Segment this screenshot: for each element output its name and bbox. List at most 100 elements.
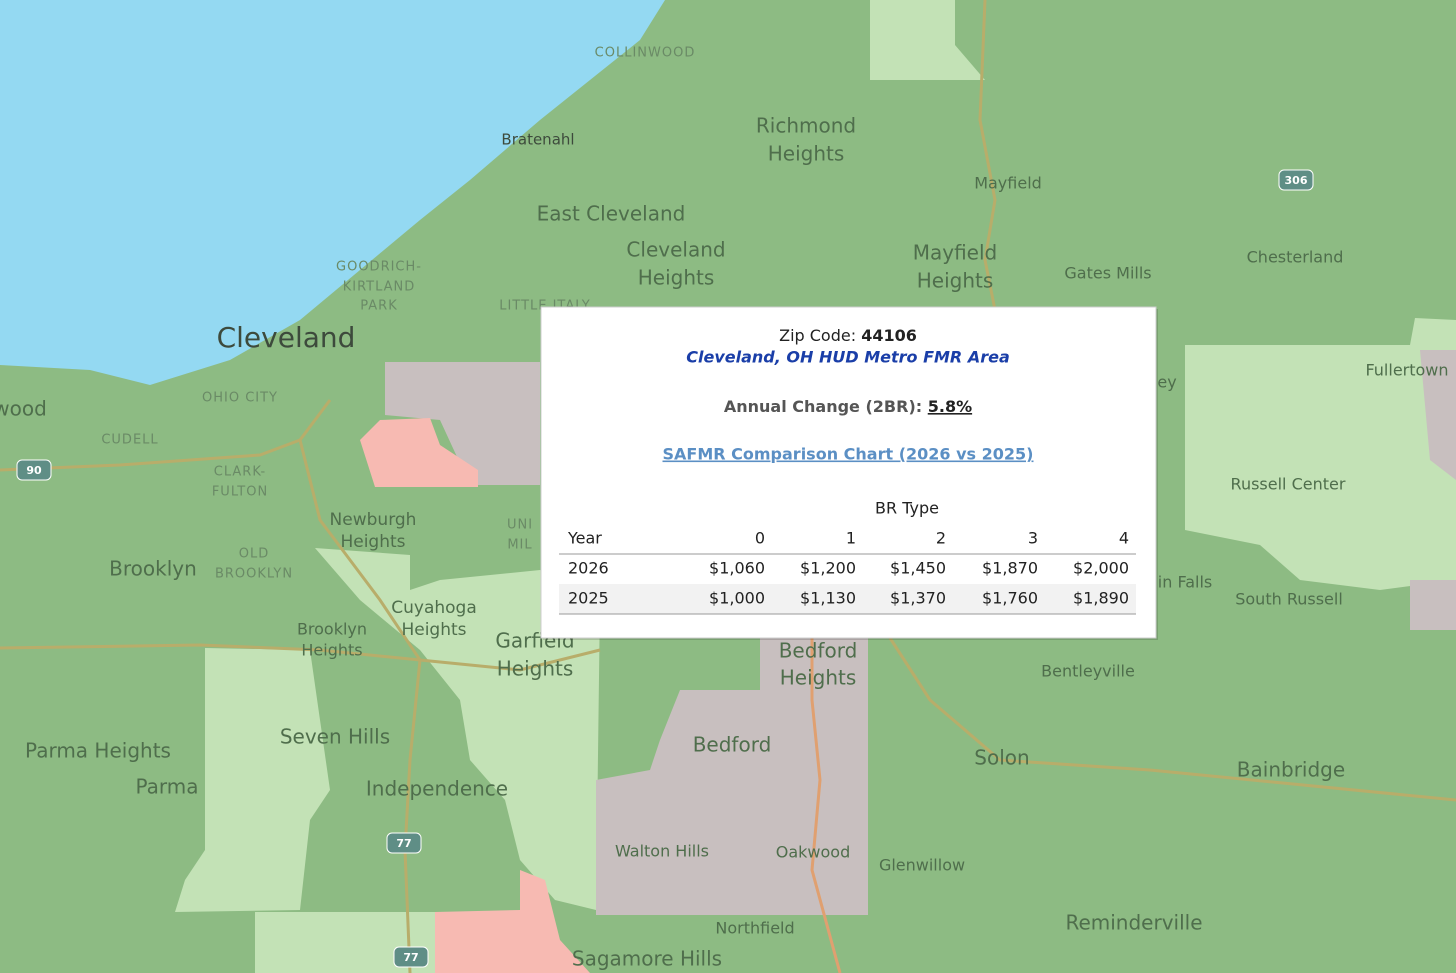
place-label: Sagamore Hills bbox=[572, 947, 722, 971]
place-label: KIRTLAND bbox=[343, 280, 416, 295]
place-label: Bedford bbox=[779, 639, 858, 663]
place-label: Bedford bbox=[693, 733, 772, 757]
year-cell: 2025 bbox=[568, 589, 609, 608]
region-mauve bbox=[1420, 350, 1456, 480]
place-label: Heights bbox=[780, 666, 857, 690]
region-salmon bbox=[435, 870, 590, 973]
region-salmon bbox=[360, 418, 478, 487]
region-mauve bbox=[385, 362, 540, 485]
place-label: Heights bbox=[340, 532, 405, 552]
place-label: UNI bbox=[507, 518, 533, 533]
place-label: Heights bbox=[497, 657, 574, 681]
road bbox=[0, 399, 332, 472]
place-label: Heights bbox=[638, 266, 715, 290]
place-label: FULTON bbox=[212, 485, 268, 500]
place-label: wood bbox=[0, 397, 47, 421]
rent-cell: $1,370 bbox=[890, 589, 946, 608]
rent-cell: $1,870 bbox=[982, 559, 1038, 578]
rent-cell: $1,760 bbox=[982, 589, 1038, 608]
place-label: Fullertown bbox=[1365, 361, 1448, 380]
region-light bbox=[315, 548, 600, 910]
place-label: Glenwillow bbox=[879, 856, 965, 875]
zip-line: Zip Code: 44106 bbox=[779, 326, 917, 345]
popup-box bbox=[540, 306, 1157, 639]
road bbox=[0, 643, 601, 672]
place-label: East Cleveland bbox=[537, 202, 686, 226]
place-label: Chesterland bbox=[1247, 248, 1344, 267]
place-label: Richmond bbox=[756, 114, 856, 138]
rent-cell: $1,000 bbox=[709, 589, 765, 608]
place-label: Bainbridge bbox=[1237, 758, 1345, 782]
zip: 44106 bbox=[861, 326, 917, 345]
shield bbox=[386, 832, 422, 854]
place-label: Cleveland bbox=[626, 238, 725, 262]
shield bbox=[393, 946, 429, 968]
shield-number: 77 bbox=[403, 951, 418, 964]
change-value[interactable]: 5.8% bbox=[928, 397, 972, 416]
place-label: PARK bbox=[360, 299, 397, 314]
change-label: Annual Change (2BR): bbox=[724, 397, 922, 416]
column-header: 2 bbox=[936, 529, 946, 548]
place-label: OHIO CITY bbox=[202, 391, 278, 406]
place-label: Reminderville bbox=[1065, 911, 1202, 935]
place-label: Independence bbox=[366, 777, 508, 801]
place-label: Heights bbox=[301, 641, 362, 660]
place-label: South Russell bbox=[1235, 590, 1343, 609]
column-header: Year bbox=[567, 529, 602, 548]
rent-cell: $1,200 bbox=[800, 559, 856, 578]
place-label: Newburgh bbox=[330, 510, 417, 530]
place-label: Mayfield bbox=[974, 174, 1042, 193]
region-mauve bbox=[1410, 580, 1456, 630]
popup: Zip Code: 44106 Cleveland, OH HUD Metro … bbox=[540, 306, 1158, 640]
place-label: Heights bbox=[401, 620, 466, 640]
rent-cell: $1,450 bbox=[890, 559, 946, 578]
year-cell: 2026 bbox=[568, 559, 609, 578]
shield bbox=[1278, 169, 1314, 191]
place-label: Bentleyville bbox=[1041, 662, 1135, 681]
place-label: Parma Heights bbox=[25, 739, 171, 763]
shield bbox=[16, 459, 52, 481]
column-header: 0 bbox=[755, 529, 765, 548]
column-header: 3 bbox=[1028, 529, 1038, 548]
table-group-header: BR Type bbox=[875, 499, 939, 518]
region-mauve bbox=[596, 638, 868, 915]
road bbox=[888, 637, 1456, 802]
place-label: Brooklyn bbox=[109, 557, 197, 581]
place-label: Bratenahl bbox=[501, 131, 574, 149]
place-label: Heights bbox=[917, 269, 994, 293]
column-header: 4 bbox=[1119, 529, 1129, 548]
road bbox=[810, 638, 842, 973]
place-label: Northfield bbox=[715, 919, 794, 938]
rent-cell: $1,060 bbox=[709, 559, 765, 578]
zip-label: Zip Code: bbox=[779, 326, 856, 345]
place-label: CLARK- bbox=[214, 465, 266, 480]
place-label: ey bbox=[1157, 373, 1176, 392]
rent-cell: $1,130 bbox=[800, 589, 856, 608]
fmr-table: Year 0 1 2 3 4 2026 $1,060 $1,200 $1,450 $1,870 $2,… bbox=[567, 529, 1129, 608]
shield-number: 77 bbox=[396, 837, 411, 850]
map-labels: COLLINWOOD Bratenahl Richmond Heights Mayfie… bbox=[0, 46, 1449, 971]
place-label: Solon bbox=[974, 746, 1029, 770]
place-label: Mayfield bbox=[913, 241, 998, 265]
place-label: in Falls bbox=[1158, 573, 1212, 592]
place-label: GOODRICH- bbox=[336, 260, 422, 275]
row-stripe bbox=[559, 584, 1136, 614]
rent-cell: $1,890 bbox=[1073, 589, 1129, 608]
place-label: Brooklyn bbox=[297, 620, 367, 639]
region-light bbox=[870, 0, 985, 80]
place-label: OLD bbox=[239, 547, 270, 562]
place-label: BROOKLYN bbox=[215, 567, 293, 582]
place-label: Gates Mills bbox=[1064, 264, 1151, 283]
lake bbox=[0, 0, 665, 385]
road bbox=[978, 0, 997, 311]
place-label: CUDELL bbox=[101, 433, 158, 448]
region-light bbox=[255, 912, 435, 973]
place-label: Seven Hills bbox=[280, 725, 390, 749]
place-label: Walton Hills bbox=[615, 842, 709, 861]
region-light bbox=[1185, 318, 1456, 590]
place-label: Russell Center bbox=[1231, 475, 1346, 494]
chart-link[interactable]: SAFMR Comparison Chart (2026 vs 2025) bbox=[663, 445, 1034, 464]
place-label: Cleveland bbox=[217, 321, 356, 354]
